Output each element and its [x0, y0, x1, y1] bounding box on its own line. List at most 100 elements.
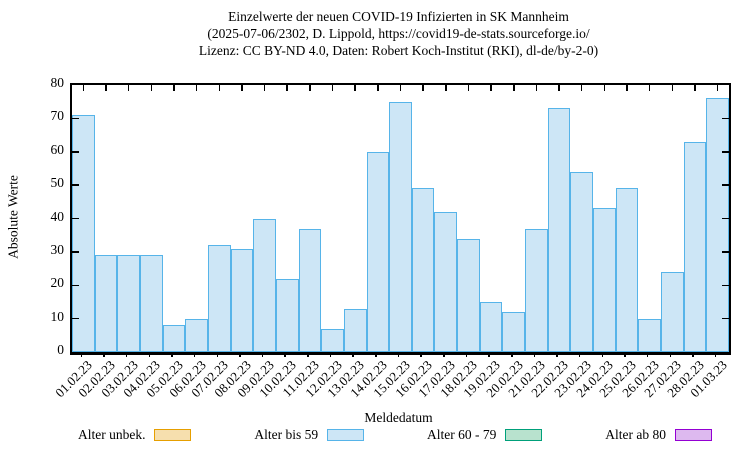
y-tick-label: 20	[50, 275, 65, 291]
bar-segment-27.02.23-alter-bis-59	[661, 271, 684, 352]
x-tick-bottom	[103, 353, 105, 357]
y-tick-right	[722, 151, 729, 153]
legend-swatch	[327, 428, 365, 441]
chart-title: Einzelwerte der neuen COVID-19 Infiziert…	[70, 8, 727, 59]
x-tick-bottom	[465, 353, 468, 357]
bar-segment-23.02.23-alter-bis-59	[570, 171, 594, 352]
bar-segment-20.02.23-alter-bis-59	[502, 311, 526, 352]
x-tick-top	[513, 85, 515, 91]
x-tick-top	[603, 85, 606, 91]
y-tick-right	[722, 317, 729, 320]
x-tick-top	[150, 85, 153, 91]
y-tick-right	[722, 217, 729, 220]
bar-segment-15.02.23-alter-bis-59	[389, 101, 412, 352]
x-tick-top	[309, 85, 311, 91]
y-tick-left	[72, 284, 79, 286]
y-tick-right	[722, 284, 729, 286]
x-tick-top	[218, 85, 220, 91]
bar-segment-17.02.23-alter-bis-59	[434, 211, 458, 352]
x-tick-top	[445, 85, 447, 91]
x-tick-top	[331, 85, 334, 91]
y-tick-label: 30	[50, 241, 65, 257]
bar-segment-04.02.23-alter-bis-59	[139, 255, 163, 352]
x-tick-top	[490, 85, 492, 91]
y-tick-label: 10	[50, 308, 65, 324]
x-tick-top	[671, 85, 674, 91]
bar-segment-08.02.23-alter-bis-59	[230, 248, 254, 352]
bar-segment-12.02.23-alter-bis-59	[321, 328, 344, 352]
x-tick-bottom	[488, 353, 490, 357]
x-tick-top	[127, 85, 130, 91]
y-tick-right	[722, 184, 729, 186]
bar-segment-18.02.23-alter-bis-59	[457, 238, 480, 352]
x-tick-bottom	[556, 353, 558, 357]
x-tick-bottom	[397, 353, 400, 357]
bar-segment-03.02.23-alter-bis-59	[117, 255, 140, 352]
bar-segment-10.02.23-alter-bis-59	[275, 278, 299, 352]
x-tick-top	[694, 85, 696, 91]
bar-segment-14.02.23-alter-bis-59	[366, 151, 390, 352]
x-tick-bottom	[125, 353, 128, 357]
x-tick-bottom	[669, 353, 672, 357]
x-tick-bottom	[171, 353, 173, 357]
bar-segment-02.02.23-alter-bis-59	[94, 255, 118, 352]
x-tick-bottom	[193, 353, 196, 357]
x-tick-bottom	[420, 353, 422, 357]
chart-title-line-3: Lizenz: CC BY-ND 4.0, Daten: Robert Koch…	[198, 43, 599, 58]
x-tick-top	[626, 85, 628, 91]
x-tick-top	[377, 85, 379, 91]
legend-label: Alter unbek.	[78, 427, 146, 442]
bar-segment-28.02.23-alter-bis-59	[683, 141, 707, 352]
y-tick-left	[72, 151, 79, 153]
y-tick-label: 0	[57, 342, 64, 357]
y-tick-label: 40	[50, 208, 65, 224]
x-tick-top	[173, 85, 175, 91]
bar-segment-21.02.23-alter-bis-59	[525, 228, 548, 352]
bar-segment-19.02.23-alter-bis-59	[479, 301, 503, 352]
x-tick-top	[467, 85, 470, 91]
bar-segment-26.02.23-alter-bis-59	[638, 318, 662, 352]
x-tick-top	[648, 85, 651, 91]
y-tick-right	[722, 117, 729, 120]
x-tick-bottom	[646, 353, 649, 357]
bar-segment-11.02.23-alter-bis-59	[298, 228, 322, 352]
x-tick-top	[399, 85, 402, 91]
x-tick-top	[263, 85, 266, 91]
y-tick-left	[72, 251, 79, 253]
y-tick-left	[72, 184, 79, 186]
x-tick-bottom	[511, 353, 513, 357]
y-axis-label: Absolute Werte	[5, 175, 21, 259]
x-tick-top	[580, 85, 583, 91]
x-tick-bottom	[284, 353, 286, 357]
x-tick-bottom	[352, 353, 354, 357]
y-tick-label: 70	[50, 108, 65, 124]
y-tick-left	[72, 317, 79, 320]
legend: Alter unbek. Alter bis 59 Alter 60 - 79 Alt…	[78, 427, 712, 442]
x-tick-bottom	[261, 353, 264, 357]
x-tick-bottom	[692, 353, 694, 357]
x-tick-bottom	[624, 353, 626, 357]
x-tick-top	[286, 85, 288, 91]
y-tick-right	[722, 251, 729, 253]
x-tick-bottom	[601, 353, 604, 357]
x-tick-bottom	[80, 353, 83, 357]
chart-title-line-2: (2025-07-06/2302, D. Lippold, https://co…	[207, 26, 590, 41]
x-tick-bottom	[578, 353, 581, 357]
x-tick-bottom	[307, 353, 309, 357]
y-tick-left	[72, 217, 79, 220]
bar-segment-06.02.23-alter-bis-59	[185, 318, 208, 352]
bar-segment-07.02.23-alter-bis-59	[207, 245, 231, 352]
x-tick-bottom	[443, 353, 445, 357]
legend-label: Alter 60 - 79	[427, 427, 497, 442]
legend-swatch	[505, 428, 543, 441]
bar-segment-24.02.23-alter-bis-59	[593, 208, 616, 352]
y-tick-label: 80	[50, 75, 65, 90]
x-tick-bottom	[714, 353, 717, 357]
x-tick-bottom	[216, 353, 218, 357]
plot-area	[70, 83, 731, 355]
legend-item-alter-ab-80: Alter ab 80	[605, 427, 712, 442]
x-tick-top	[535, 85, 538, 91]
x-tick-top	[82, 85, 85, 91]
bar-segment-09.02.23-alter-bis-59	[253, 218, 276, 352]
